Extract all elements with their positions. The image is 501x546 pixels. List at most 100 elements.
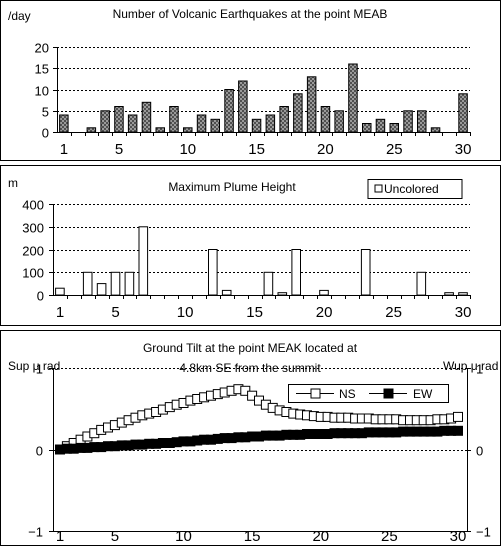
earthquake-xtick-label: 25 bbox=[386, 141, 403, 158]
tilt-xtick-label: 1 bbox=[56, 528, 64, 545]
earthquake-bar bbox=[210, 118, 220, 133]
earthquake-xtick-label: 15 bbox=[248, 141, 265, 158]
plume-xtick-label: 5 bbox=[111, 304, 119, 321]
earthquake-bar bbox=[458, 93, 468, 133]
plume-xtick-label: 25 bbox=[385, 304, 402, 321]
tilt-xtick-label: 20 bbox=[312, 528, 329, 545]
earthquake-xtick-label: 30 bbox=[455, 141, 472, 158]
plume-chart-title: Maximum Plume Height bbox=[168, 180, 296, 194]
earthquake-bar bbox=[348, 63, 358, 133]
earthquake-bar bbox=[293, 93, 303, 133]
plume-legend: Uncolored bbox=[367, 179, 463, 199]
earthquake-bar bbox=[417, 110, 427, 133]
plume-ytick-label: 100 bbox=[22, 266, 44, 281]
earthquake-bar bbox=[114, 106, 124, 133]
tilt-xtick-label: 10 bbox=[175, 528, 192, 545]
earthquake-bar bbox=[127, 114, 138, 133]
tilt-xtick-label: 15 bbox=[244, 528, 261, 545]
earthquake-bar bbox=[279, 106, 289, 133]
earthquake-chart: Number of Volcanic Earthquakes at the po… bbox=[0, 0, 501, 161]
tilt-chart-title: Ground Tilt at the point MEAK located at bbox=[143, 341, 358, 355]
earthquake-bar bbox=[334, 110, 344, 133]
earthquake-bar bbox=[251, 118, 262, 133]
earthquake-bar bbox=[320, 106, 331, 133]
plume-xtick-label: 1 bbox=[56, 304, 64, 321]
tilt-xtick-label: 30 bbox=[450, 528, 467, 545]
earthquake-bar bbox=[196, 114, 207, 133]
earthquake-xtick-label: 5 bbox=[115, 141, 123, 158]
tilt-ytick-right-label: −1 bbox=[476, 525, 491, 540]
plume-bar bbox=[416, 271, 427, 296]
earthquake-xtick-label: 1 bbox=[60, 141, 68, 158]
earthquake-bar bbox=[59, 114, 69, 133]
plume-xtick-label: 20 bbox=[316, 304, 333, 321]
earthquake-chart-ylabel: /day bbox=[8, 9, 31, 23]
plume-legend-box bbox=[367, 179, 463, 199]
plume-bar bbox=[208, 249, 218, 296]
tilt-legend-ns-marker bbox=[310, 388, 321, 399]
tilt-legend-box bbox=[288, 384, 449, 403]
plume-bar bbox=[221, 289, 232, 296]
plume-bar bbox=[277, 292, 288, 296]
plume-bar bbox=[458, 292, 468, 296]
earthquake-ytick-label: 20 bbox=[35, 41, 49, 56]
tilt-ytick-label: −1 bbox=[28, 525, 43, 540]
earthquake-ytick-label: 0 bbox=[42, 126, 49, 141]
earthquake-bar bbox=[403, 110, 413, 133]
plume-bar bbox=[360, 249, 371, 296]
plume-chart: Maximum Plume Height m Uncolored 0 100 200… bbox=[0, 165, 501, 326]
plume-xtick-label: 10 bbox=[177, 304, 194, 321]
earthquake-chart-border bbox=[0, 0, 501, 161]
plume-xtick-label: 15 bbox=[246, 304, 263, 321]
plume-xtick-label: 30 bbox=[455, 304, 472, 321]
earthquake-bar bbox=[265, 114, 276, 133]
earthquake-bar bbox=[183, 127, 193, 133]
earthquake-bar bbox=[306, 76, 317, 133]
earthquake-xtick-label: 10 bbox=[179, 141, 196, 158]
tilt-xtick-label: 5 bbox=[111, 528, 119, 545]
tilt-point-ns bbox=[453, 411, 463, 422]
plume-bar bbox=[96, 283, 107, 296]
tilt-point-ew bbox=[453, 425, 463, 436]
tilt-chart-ylabel-left: Sup μ rad bbox=[8, 359, 60, 373]
earthquake-bar bbox=[141, 101, 152, 133]
plume-ytick-label: 400 bbox=[22, 198, 44, 213]
plume-legend-swatch bbox=[374, 184, 383, 193]
earthquake-bar bbox=[86, 127, 97, 133]
tilt-ytick-label: 0 bbox=[36, 444, 43, 459]
plume-bar bbox=[138, 226, 149, 296]
earthquake-ytick-label: 10 bbox=[35, 84, 49, 99]
tilt-ytick-right-label: 0 bbox=[476, 444, 483, 459]
plume-bar bbox=[444, 292, 454, 296]
tilt-legend-ew-label: EW bbox=[413, 387, 433, 401]
earthquake-ytick-label: 5 bbox=[42, 105, 49, 120]
plume-legend-label: Uncolored bbox=[384, 182, 439, 196]
plume-bar bbox=[55, 287, 65, 296]
tilt-chart-ylabel-right: Wup μ rad bbox=[443, 359, 498, 373]
plume-ytick-label: 0 bbox=[37, 289, 44, 304]
plume-bar bbox=[263, 271, 274, 296]
tilt-ytick-label: 1 bbox=[36, 362, 43, 377]
plume-bar bbox=[319, 289, 329, 296]
earthquake-bar bbox=[169, 106, 179, 133]
earthquake-bar bbox=[389, 123, 399, 133]
plume-chart-ylabel: m bbox=[8, 176, 18, 190]
earthquake-bar bbox=[430, 127, 441, 133]
plume-bar bbox=[110, 271, 121, 296]
tilt-legend-ew-marker bbox=[383, 388, 394, 399]
earthquake-bar bbox=[224, 89, 234, 133]
earthquake-bar bbox=[375, 118, 386, 133]
earthquake-chart-title: Number of Volcanic Earthquakes at the po… bbox=[113, 7, 388, 21]
plume-bar bbox=[291, 249, 301, 296]
tilt-chart: Ground Tilt at the point MEAK located at… bbox=[0, 330, 501, 546]
earthquake-bar bbox=[155, 127, 165, 133]
plume-bar bbox=[124, 271, 135, 296]
plume-ytick-label: 300 bbox=[22, 221, 44, 236]
earthquake-bar bbox=[362, 123, 372, 133]
tilt-legend-ns-label: NS bbox=[339, 387, 356, 401]
earthquake-bar bbox=[238, 80, 248, 133]
plume-ytick-label: 200 bbox=[22, 244, 44, 259]
plume-bar bbox=[82, 271, 93, 296]
tilt-ytick-right-label: 1 bbox=[476, 362, 483, 377]
